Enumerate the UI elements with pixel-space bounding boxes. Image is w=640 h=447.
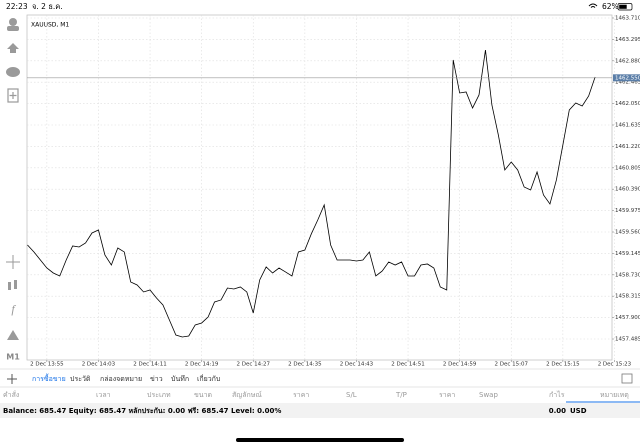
column-header[interactable]: ขนาด [194,391,212,399]
tab[interactable]: เกี่ยวกับ [197,374,220,383]
account-currency: USD [570,407,587,415]
x-tick-label: 2 Dec 13:55 [30,362,64,368]
battery-level: 62% [602,2,619,11]
status-date: จ. 2 ธ.ค. [32,2,63,11]
x-tick-label: 2 Dec 15:07 [495,362,529,368]
current-price-badge [613,74,640,82]
candles-icon-b [14,280,17,289]
tab[interactable]: บันทึก [171,374,189,383]
y-tick-label: 1463.710 [615,15,640,21]
account-icon-body [7,26,19,31]
x-tick-label: 2 Dec 14:59 [443,362,477,368]
y-tick-label: 1459.145 [615,251,640,257]
account-profit: 0.00 [549,407,566,415]
account-summary: Balance: 685.47 Equity: 685.47 หลักประกั… [3,407,281,415]
trade-icon[interactable] [7,43,19,53]
home-indicator [236,438,404,442]
column-header[interactable]: Swap [479,391,498,399]
tab[interactable]: ประวัติ [70,375,91,383]
y-tick-label: 1461.220 [615,144,640,150]
y-tick-label: 1460.805 [615,165,640,171]
chart-title: XAUUSD, M1 [31,22,69,29]
battery-icon [617,3,633,11]
tab[interactable]: ข่าว [150,375,163,383]
tab-bar: การซื้อขาย ประวัติ กล่องจดหมาย ข่าว บันทึก เก… [32,372,220,383]
x-tick-label: 2 Dec 14:11 [133,362,167,368]
objects-icon[interactable] [7,330,19,340]
column-header[interactable]: ประเภท [147,391,171,399]
y-tick-label: 1459.560 [615,230,640,236]
y-tick-label: 1459.975 [615,208,640,214]
column-header[interactable]: กำไร [549,390,565,399]
x-tick-label: 2 Dec 14:03 [82,362,116,368]
new-order-plus [9,92,17,99]
x-tick-label: 2 Dec 14:43 [340,362,374,368]
x-tick-label: 2 Dec 14:51 [391,362,425,368]
y-tick-label: 1457.900 [615,315,640,321]
x-tick-label: 2 Dec 14:19 [185,362,219,368]
account-icon[interactable] [9,18,17,26]
tab[interactable]: กล่องจดหมาย [100,375,142,383]
new-order-icon[interactable] [7,88,19,103]
timeframe-button[interactable]: M1 [6,353,20,362]
y-tick-label: 1458.315 [615,294,640,300]
column-header[interactable]: T/P [395,391,407,399]
column-header[interactable]: เวลา [96,391,111,399]
y-tick-label: 1462.465 [615,80,640,86]
y-tick-label: 1462.050 [615,101,640,107]
chat-icon[interactable] [6,67,20,77]
table-header: คำสั่ง เวลา ประเภท ขนาด สัญลักษณ์ ราคา S/L T/P ร… [3,390,629,399]
y-tick-label: 1463.295 [615,37,640,43]
x-tick-label: 2 Dec 15:23 [598,362,632,368]
account-row [0,403,640,418]
column-header[interactable]: หมายเหตุ [600,391,629,399]
left-toolbar: f M1 [6,18,20,362]
column-header[interactable]: คำสั่ง [3,390,19,399]
price-line [27,49,596,338]
chart: 1463.710 1463.295 1462.880 1462.465 1462.050… [27,15,640,368]
candles-icon[interactable] [8,282,11,290]
y-tick-label: 1460.390 [615,187,640,193]
column-header[interactable]: ราคา [439,391,455,399]
y-tick-label: 1457.485 [615,337,640,343]
tab[interactable]: การซื้อขาย [32,372,66,383]
layout-button[interactable] [621,373,633,384]
column-header[interactable]: ราคา [293,391,309,399]
column-header[interactable]: S/L [346,391,357,399]
y-tick-label: 1458.730 [615,272,640,278]
x-tick-label: 2 Dec 14:27 [237,362,271,368]
wifi-icon [588,3,598,8]
x-tick-label: 2 Dec 15:15 [546,362,580,368]
column-header[interactable]: สัญลักษณ์ [232,391,262,399]
status-time: 22:23 [6,2,28,11]
x-tick-label: 2 Dec 14:35 [288,362,322,368]
current-price-label: 1462.550 [615,75,640,81]
y-tick-label: 1462.880 [615,58,640,64]
battery-fill [619,4,627,9]
crosshair-icon[interactable] [6,255,20,269]
y-tick-label: 1461.635 [615,122,640,128]
add-button[interactable] [7,374,17,384]
chart-frame [26,14,613,361]
indicators-icon[interactable]: f [11,302,16,316]
